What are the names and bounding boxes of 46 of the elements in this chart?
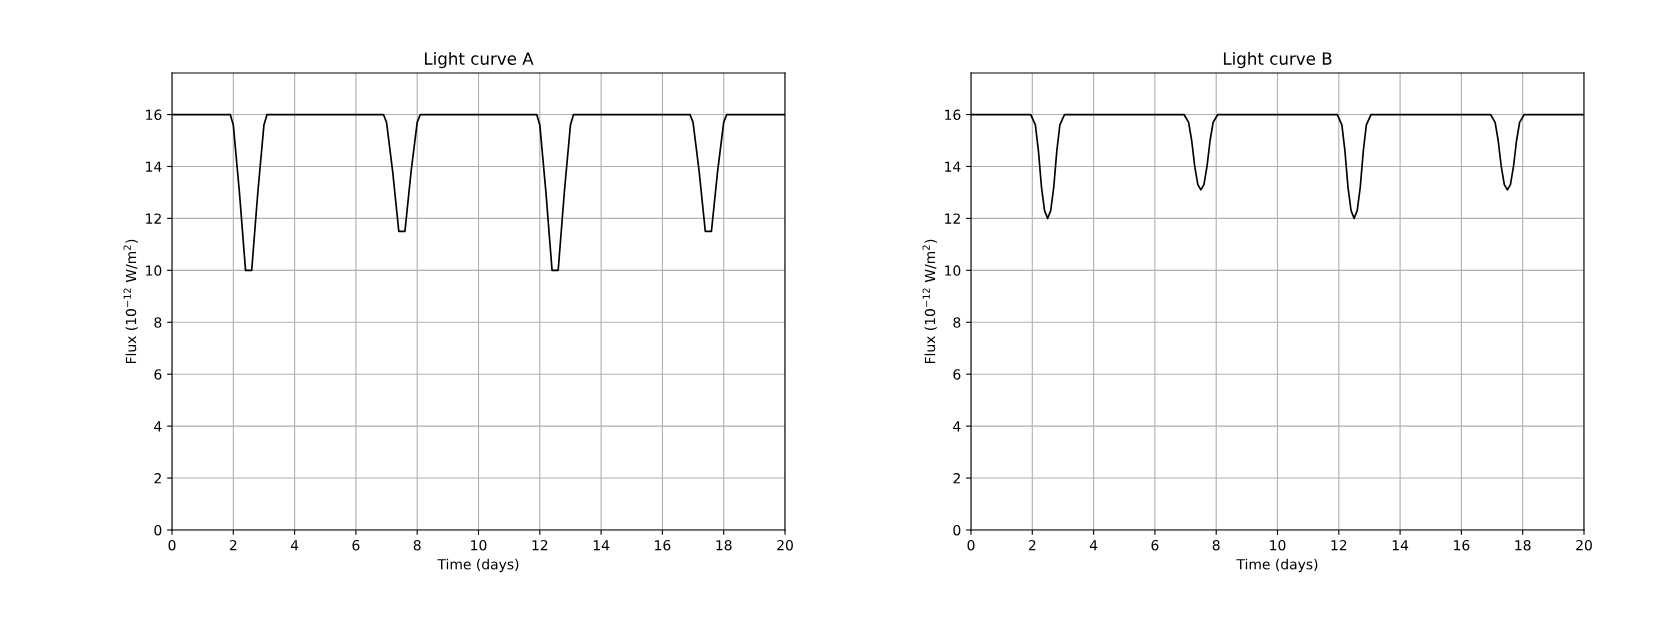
- y-tick-label: 2: [154, 473, 161, 484]
- x-tick-label: 4: [1089, 540, 1098, 551]
- x-tick-label: 8: [1212, 539, 1220, 551]
- y-axis-title: Flux (10$^{−12}$ W/m$^{2}$): [922, 239, 937, 364]
- y-tick-label: 0: [953, 524, 961, 536]
- y-tick-label: 14: [945, 161, 961, 172]
- y-tick-label: 14: [146, 161, 162, 172]
- x-tick-label: 12: [532, 539, 548, 551]
- y-tick-label: 10: [146, 265, 162, 276]
- x-tick-label: 2: [229, 539, 237, 551]
- y-tick-label: 4: [154, 421, 162, 432]
- y-tick-label: 10: [945, 265, 961, 276]
- x-tick-label: 10: [1270, 539, 1286, 551]
- x-tick-label: 8: [413, 539, 421, 551]
- y-tick-label: 16: [146, 109, 162, 121]
- x-tick-label: 16: [655, 539, 671, 551]
- x-tick-label: 12: [1331, 539, 1347, 551]
- x-tick-label: 20: [777, 539, 793, 551]
- y-tick-label: 6: [953, 369, 961, 380]
- x-tick-label: 16: [1454, 539, 1470, 551]
- y-tick-label: 12: [945, 213, 960, 224]
- y-tick-label: 12: [146, 213, 161, 224]
- x-tick-label: 0: [967, 539, 975, 551]
- x-tick-label: 10: [471, 539, 487, 551]
- chart-title: Light curve A: [424, 52, 534, 69]
- x-axis-title: Time (days): [437, 558, 519, 573]
- x-tick-label: 4: [290, 540, 299, 551]
- y-tick-label: 8: [953, 317, 961, 328]
- y-tick-label: 4: [953, 421, 961, 432]
- y-tick-label: 8: [154, 317, 162, 328]
- x-tick-label: 2: [1028, 539, 1036, 551]
- x-tick-label: 6: [1151, 539, 1159, 551]
- x-tick-label: 18: [1515, 539, 1531, 551]
- chart-title: Light curve B: [1223, 52, 1332, 69]
- x-tick-label: 18: [716, 539, 732, 551]
- x-tick-label: 20: [1576, 539, 1592, 551]
- x-tick-label: 14: [1392, 540, 1409, 551]
- x-tick-label: 6: [352, 539, 360, 551]
- y-tick-label: 0: [154, 524, 162, 536]
- y-tick-label: 6: [154, 369, 162, 380]
- x-tick-label: 14: [593, 540, 610, 551]
- y-tick-label: 16: [945, 109, 961, 121]
- x-tick-label: 0: [168, 539, 176, 551]
- y-axis-title: Flux (10$^{−12}$ W/m$^{2}$): [123, 239, 138, 364]
- y-tick-label: 2: [953, 473, 960, 484]
- x-axis-title: Time (days): [1236, 558, 1318, 573]
